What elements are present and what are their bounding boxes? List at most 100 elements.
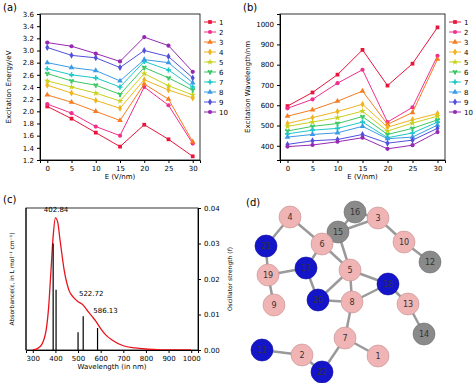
marker xyxy=(284,123,291,129)
tick-mark xyxy=(277,85,280,86)
marker xyxy=(117,78,123,83)
tick-mark xyxy=(198,208,201,209)
marker xyxy=(142,47,146,54)
tick-mark xyxy=(438,160,439,163)
marker xyxy=(142,76,146,83)
legend-label: 6 xyxy=(219,69,224,77)
atom xyxy=(295,257,317,279)
tick: 3.2 xyxy=(23,35,40,43)
tick-label: 1000 xyxy=(256,21,274,29)
marker xyxy=(45,44,49,51)
marker xyxy=(310,97,314,101)
y-axis: 1.21.41.61.82.02.22.42.62.83.03.23.43.6 xyxy=(23,11,41,165)
marker xyxy=(118,145,122,149)
tick-mark xyxy=(72,160,73,163)
tick-mark xyxy=(413,160,414,163)
marker xyxy=(435,56,441,61)
atom-label: 19 xyxy=(263,271,273,280)
panel-title: (d) xyxy=(246,197,260,208)
legend-label: 5 xyxy=(219,59,223,67)
marker xyxy=(335,81,339,85)
marker xyxy=(93,75,98,80)
marker xyxy=(166,67,171,72)
marker xyxy=(409,120,416,126)
legend-label: 6 xyxy=(464,69,469,77)
tick: 30 xyxy=(189,160,198,173)
tick-mark xyxy=(363,160,364,163)
series-line xyxy=(47,106,192,156)
marker xyxy=(93,83,99,88)
plot-frame xyxy=(40,14,200,160)
tick: 1.6 xyxy=(23,132,40,140)
oscillator-stick xyxy=(55,290,56,350)
atom-label: 12 xyxy=(425,258,435,267)
tick-mark xyxy=(146,350,147,353)
tick-mark xyxy=(37,111,40,112)
marker xyxy=(93,108,99,113)
marker xyxy=(360,101,364,108)
marker xyxy=(165,82,172,88)
tick: 0.02 xyxy=(198,276,220,284)
atom xyxy=(311,361,333,383)
tick-label: 2.0 xyxy=(23,108,34,116)
atom xyxy=(307,289,329,311)
legend-marker xyxy=(452,58,459,64)
series-line xyxy=(288,111,438,131)
marker xyxy=(118,105,122,112)
tick-label: 400 xyxy=(261,143,274,151)
series-line xyxy=(288,104,438,127)
tick: 1.8 xyxy=(23,120,40,128)
atom xyxy=(311,233,333,255)
tick-mark xyxy=(169,350,170,353)
plot-area xyxy=(33,218,191,350)
tick-mark xyxy=(37,14,40,15)
tick-label: 700 xyxy=(261,82,274,90)
series-line xyxy=(288,27,438,106)
series-line xyxy=(47,37,192,72)
x-axis: 051015202530 xyxy=(41,160,201,173)
tick-mark xyxy=(101,350,102,353)
tick-label: 10 xyxy=(334,165,343,173)
axis-line xyxy=(277,15,281,161)
atom-label: 20 xyxy=(313,296,323,305)
marker xyxy=(44,77,51,83)
tick-label: 2.8 xyxy=(23,59,34,67)
atom-label: 22 xyxy=(317,368,327,377)
tick: 600 xyxy=(261,102,280,110)
marker xyxy=(69,64,75,69)
atom xyxy=(255,235,277,257)
tick: 1.4 xyxy=(23,145,40,153)
marker xyxy=(335,140,339,144)
atom-label: 3 xyxy=(375,214,380,223)
legend-marker xyxy=(208,30,212,34)
marker xyxy=(93,67,99,72)
tick-mark xyxy=(198,315,201,316)
legend: 12345678910 xyxy=(204,19,228,117)
marker xyxy=(360,136,364,140)
series-line xyxy=(288,59,438,124)
legend-marker xyxy=(207,89,213,94)
series-line xyxy=(47,47,192,77)
marker xyxy=(410,143,414,147)
legend-label: 4 xyxy=(219,49,224,57)
marker xyxy=(142,35,146,39)
tick-label: 3.6 xyxy=(23,11,35,19)
marker xyxy=(94,97,98,104)
tick-label: 3.2 xyxy=(23,35,34,43)
marker xyxy=(310,143,314,147)
tick-mark xyxy=(388,160,389,163)
tick-label: 2.6 xyxy=(23,72,35,80)
legend-label: 8 xyxy=(464,89,468,97)
tick-label: 5 xyxy=(70,165,74,173)
marker xyxy=(166,103,170,107)
annotation: 522.72 xyxy=(79,290,104,298)
marker xyxy=(142,123,146,127)
legend-label: 3 xyxy=(464,39,468,47)
marker xyxy=(335,136,339,143)
annotation: 586.13 xyxy=(93,307,118,315)
marker xyxy=(141,65,147,70)
atom xyxy=(344,201,366,223)
tick-mark xyxy=(193,160,194,163)
atom-label: 4 xyxy=(287,213,292,222)
tick: 0.04 xyxy=(198,205,220,213)
